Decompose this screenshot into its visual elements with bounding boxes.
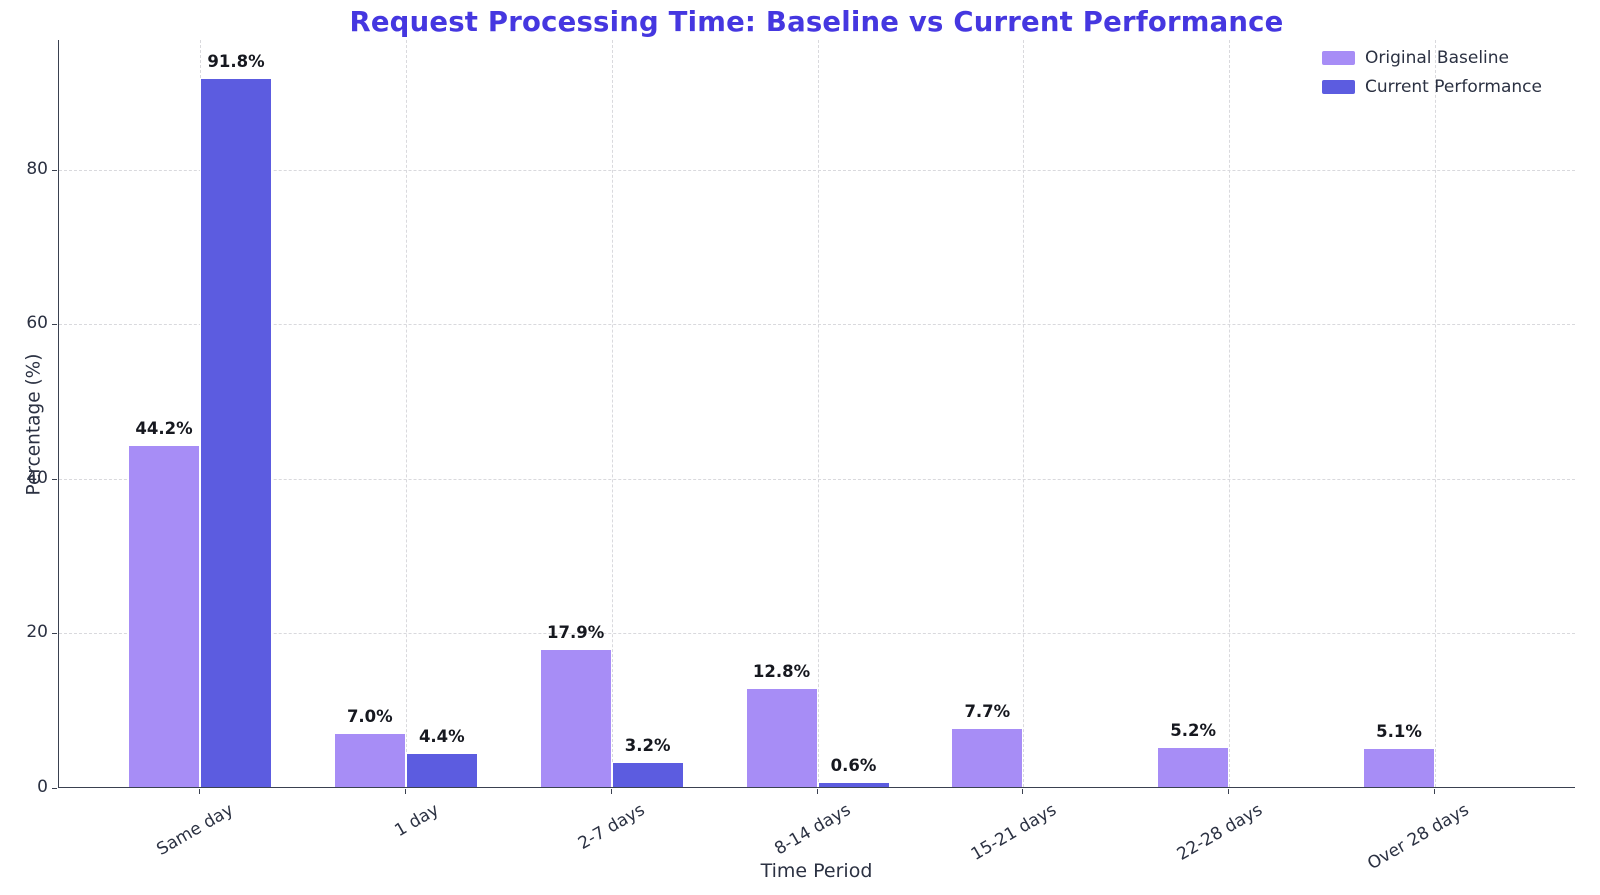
bar-current-performance-1-day [405,753,478,787]
gridline-x-22-28-days [1229,40,1231,787]
legend-swatch-original-baseline-icon [1322,51,1355,65]
x-tick-same-day [198,789,200,794]
y-tick-label-40: 40 [26,467,48,488]
legend-item-original-baseline: Original Baseline [1322,48,1542,68]
chart-title: Request Processing Time: Baseline vs Cur… [349,6,1284,38]
bar-value-label-original-baseline-15-21-days: 7.7% [964,701,1011,721]
bar-original-baseline-same-day [127,445,200,787]
bar-current-performance-8-14-days [817,782,890,787]
x-tick-label-15-21-days: 15-21 days [968,800,1061,865]
y-tick-label-80: 80 [26,158,48,179]
bar-original-baseline-22-28-days [1157,746,1230,787]
y-tick-60 [52,324,57,326]
bar-original-baseline-over-28-days [1363,747,1435,787]
x-tick-label-2-7-days: 2-7 days [575,800,649,854]
gridline-y-80 [59,169,1575,171]
bar-original-baseline-1-day [333,732,406,787]
gridline-y-40 [59,478,1575,480]
y-tick-0 [52,788,57,789]
bar-value-label-original-baseline-2-7-days: 17.9% [547,622,605,642]
y-tick-label-0: 0 [37,777,48,797]
x-tick-22-28-days [1228,789,1230,794]
y-tick-label-20: 20 [26,622,48,643]
x-tick-2-7-days [610,789,612,794]
plot-area: 44.2% 7.0% 17.9% 12.8% 7.7% 5.2% 5.1% 91.8% 4.4%… [58,40,1575,788]
y-tick-40 [52,478,57,480]
bar-value-label-current-performance-8-14-days: 0.6% [830,756,877,776]
bar-value-label-original-baseline-22-28-days: 5.2% [1170,720,1217,740]
bar-original-baseline-8-14-days [745,688,818,787]
bar-current-performance-same-day [199,77,272,787]
x-tick-label-1-day: 1 day [391,800,443,842]
x-tick-label-8-14-days: 8-14 days [771,800,855,860]
bar-value-label-current-performance-same-day: 91.8% [207,51,265,71]
y-tick-20 [52,633,57,635]
bar-value-label-original-baseline-same-day: 44.2% [135,419,193,439]
bar-value-label-original-baseline-8-14-days: 12.8% [752,662,811,682]
gridline-x-over-28-days [1435,40,1436,787]
bar-value-label-current-performance-1-day: 4.4% [418,727,465,746]
legend: Original Baseline Current Performance [1322,48,1542,97]
bar-value-label-original-baseline-1-day: 7.0% [346,706,393,726]
x-tick-label-22-28-days: 22-28 days [1173,800,1267,865]
gridline-x-2-7-days [611,40,613,787]
x-tick-8-14-days [816,789,818,794]
gridline-y-60 [59,324,1575,326]
legend-swatch-current-performance-icon [1322,80,1355,94]
bar-current-performance-2-7-days [611,762,684,787]
x-tick-over-28-days [1434,789,1435,794]
legend-item-current-performance: Current Performance [1322,77,1542,97]
gridline-y-20 [59,633,1575,635]
legend-label-current-performance: Current Performance [1365,77,1542,97]
legend-label-original-baseline: Original Baseline [1365,48,1510,68]
x-tick-label-same-day: Same day [153,800,237,860]
gridline-x-1-day [405,40,407,787]
x-axis-title: Time Period [760,860,873,882]
gridline-x-8-14-days [817,40,819,787]
x-tick-15-21-days [1022,789,1024,794]
bar-original-baseline-2-7-days [539,648,612,787]
bar-value-label-original-baseline-over-28-days: 5.1% [1376,721,1422,741]
gridline-x-15-21-days [1023,40,1025,787]
bar-original-baseline-15-21-days [951,727,1024,787]
y-tick-label-60: 60 [26,313,48,334]
bar-value-label-current-performance-2-7-days: 3.2% [624,736,671,756]
y-tick-80 [52,169,57,171]
x-tick-1-day [404,789,406,794]
